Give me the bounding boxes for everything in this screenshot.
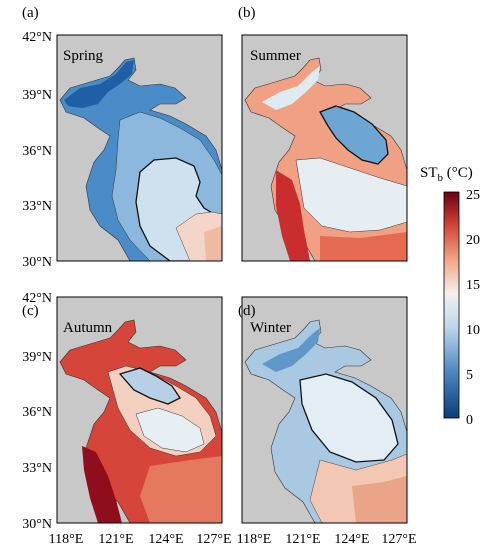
panel-autumn: (c) Autumn — [22, 296, 223, 524]
lat-tick-label: 39°N — [22, 350, 52, 365]
lat-tick-label: 33°N — [22, 199, 52, 214]
lon-tick-label: 127°E — [196, 532, 231, 547]
longitude-labels-right: 118°E 121°E 124°E 127°E — [237, 532, 417, 547]
region-cool-bohai — [262, 66, 320, 110]
panel-letter: (b) — [238, 5, 256, 21]
region-warmest — [352, 476, 407, 523]
lat-tick-label: 30°N — [22, 255, 52, 270]
lon-tick-label: 124°E — [334, 532, 369, 547]
season-label: Winter — [250, 320, 291, 336]
lat-tick-label: 30°N — [22, 517, 52, 532]
region-cold-pool — [319, 105, 389, 165]
colorbar-tick: 20 — [466, 233, 480, 248]
lat-tick-label: 42°N — [22, 291, 52, 306]
colorbar-gradient — [443, 191, 460, 419]
season-label: Summer — [250, 48, 301, 64]
region-cold-pool — [118, 367, 181, 405]
lon-tick-label: 118°E — [49, 532, 84, 547]
panel-letter: (d) — [238, 303, 256, 319]
region-warm-south — [320, 232, 407, 261]
colorbar-ticks: 25 20 15 10 5 0 — [466, 188, 480, 428]
lon-tick-label: 127°E — [381, 532, 416, 547]
region-warmest — [204, 226, 222, 261]
season-label: Spring — [63, 48, 104, 64]
lat-tick-label: 42°N — [22, 30, 52, 45]
colorbar-title: STb (°C) — [420, 165, 473, 184]
latitude-labels-bottom: 42°N 39°N 36°N 33°N 30°N — [22, 291, 52, 532]
region-mid — [295, 157, 407, 233]
region-cold-bohai — [262, 328, 320, 372]
lat-tick-label: 33°N — [22, 461, 52, 476]
colorbar-tick: 0 — [466, 413, 473, 428]
region-warm-south — [140, 456, 222, 523]
lat-tick-label: 36°N — [22, 405, 52, 420]
panel-frame — [241, 34, 408, 262]
colorbar-tick: 10 — [466, 323, 480, 338]
longitude-labels-left: 118°E 121°E 124°E 127°E — [49, 532, 232, 547]
panel-frame — [241, 296, 408, 524]
lat-tick-label: 36°N — [22, 144, 52, 159]
panel-frame — [56, 34, 223, 262]
region-center — [135, 407, 205, 453]
colorbar: STb (°C) 25 20 15 10 5 0 — [420, 165, 480, 428]
panel-spring: (a) Spring — [22, 5, 223, 262]
colorbar-tick: 25 — [466, 188, 480, 203]
panel-frame — [56, 296, 223, 524]
lon-tick-label: 124°E — [148, 532, 183, 547]
panel-summer: (b) Summer — [238, 5, 408, 262]
panel-winter: (d) Winter — [238, 296, 408, 524]
panel-letter: (a) — [22, 5, 39, 21]
region-hot-coast — [82, 446, 122, 523]
region-cold-bohai — [64, 60, 134, 108]
region-center — [299, 373, 399, 463]
lat-tick-label: 39°N — [22, 88, 52, 103]
lon-tick-label: 121°E — [285, 532, 320, 547]
panel-letter: (c) — [22, 303, 39, 319]
season-label: Autumn — [63, 320, 113, 336]
latitude-labels-top: 42°N 39°N 36°N 33°N 30°N — [22, 30, 52, 270]
lon-tick-label: 118°E — [237, 532, 272, 547]
lon-tick-label: 121°E — [98, 532, 133, 547]
colorbar-tick: 5 — [466, 368, 473, 383]
region-warm-coast — [276, 170, 310, 261]
colorbar-tick: 15 — [466, 278, 480, 293]
